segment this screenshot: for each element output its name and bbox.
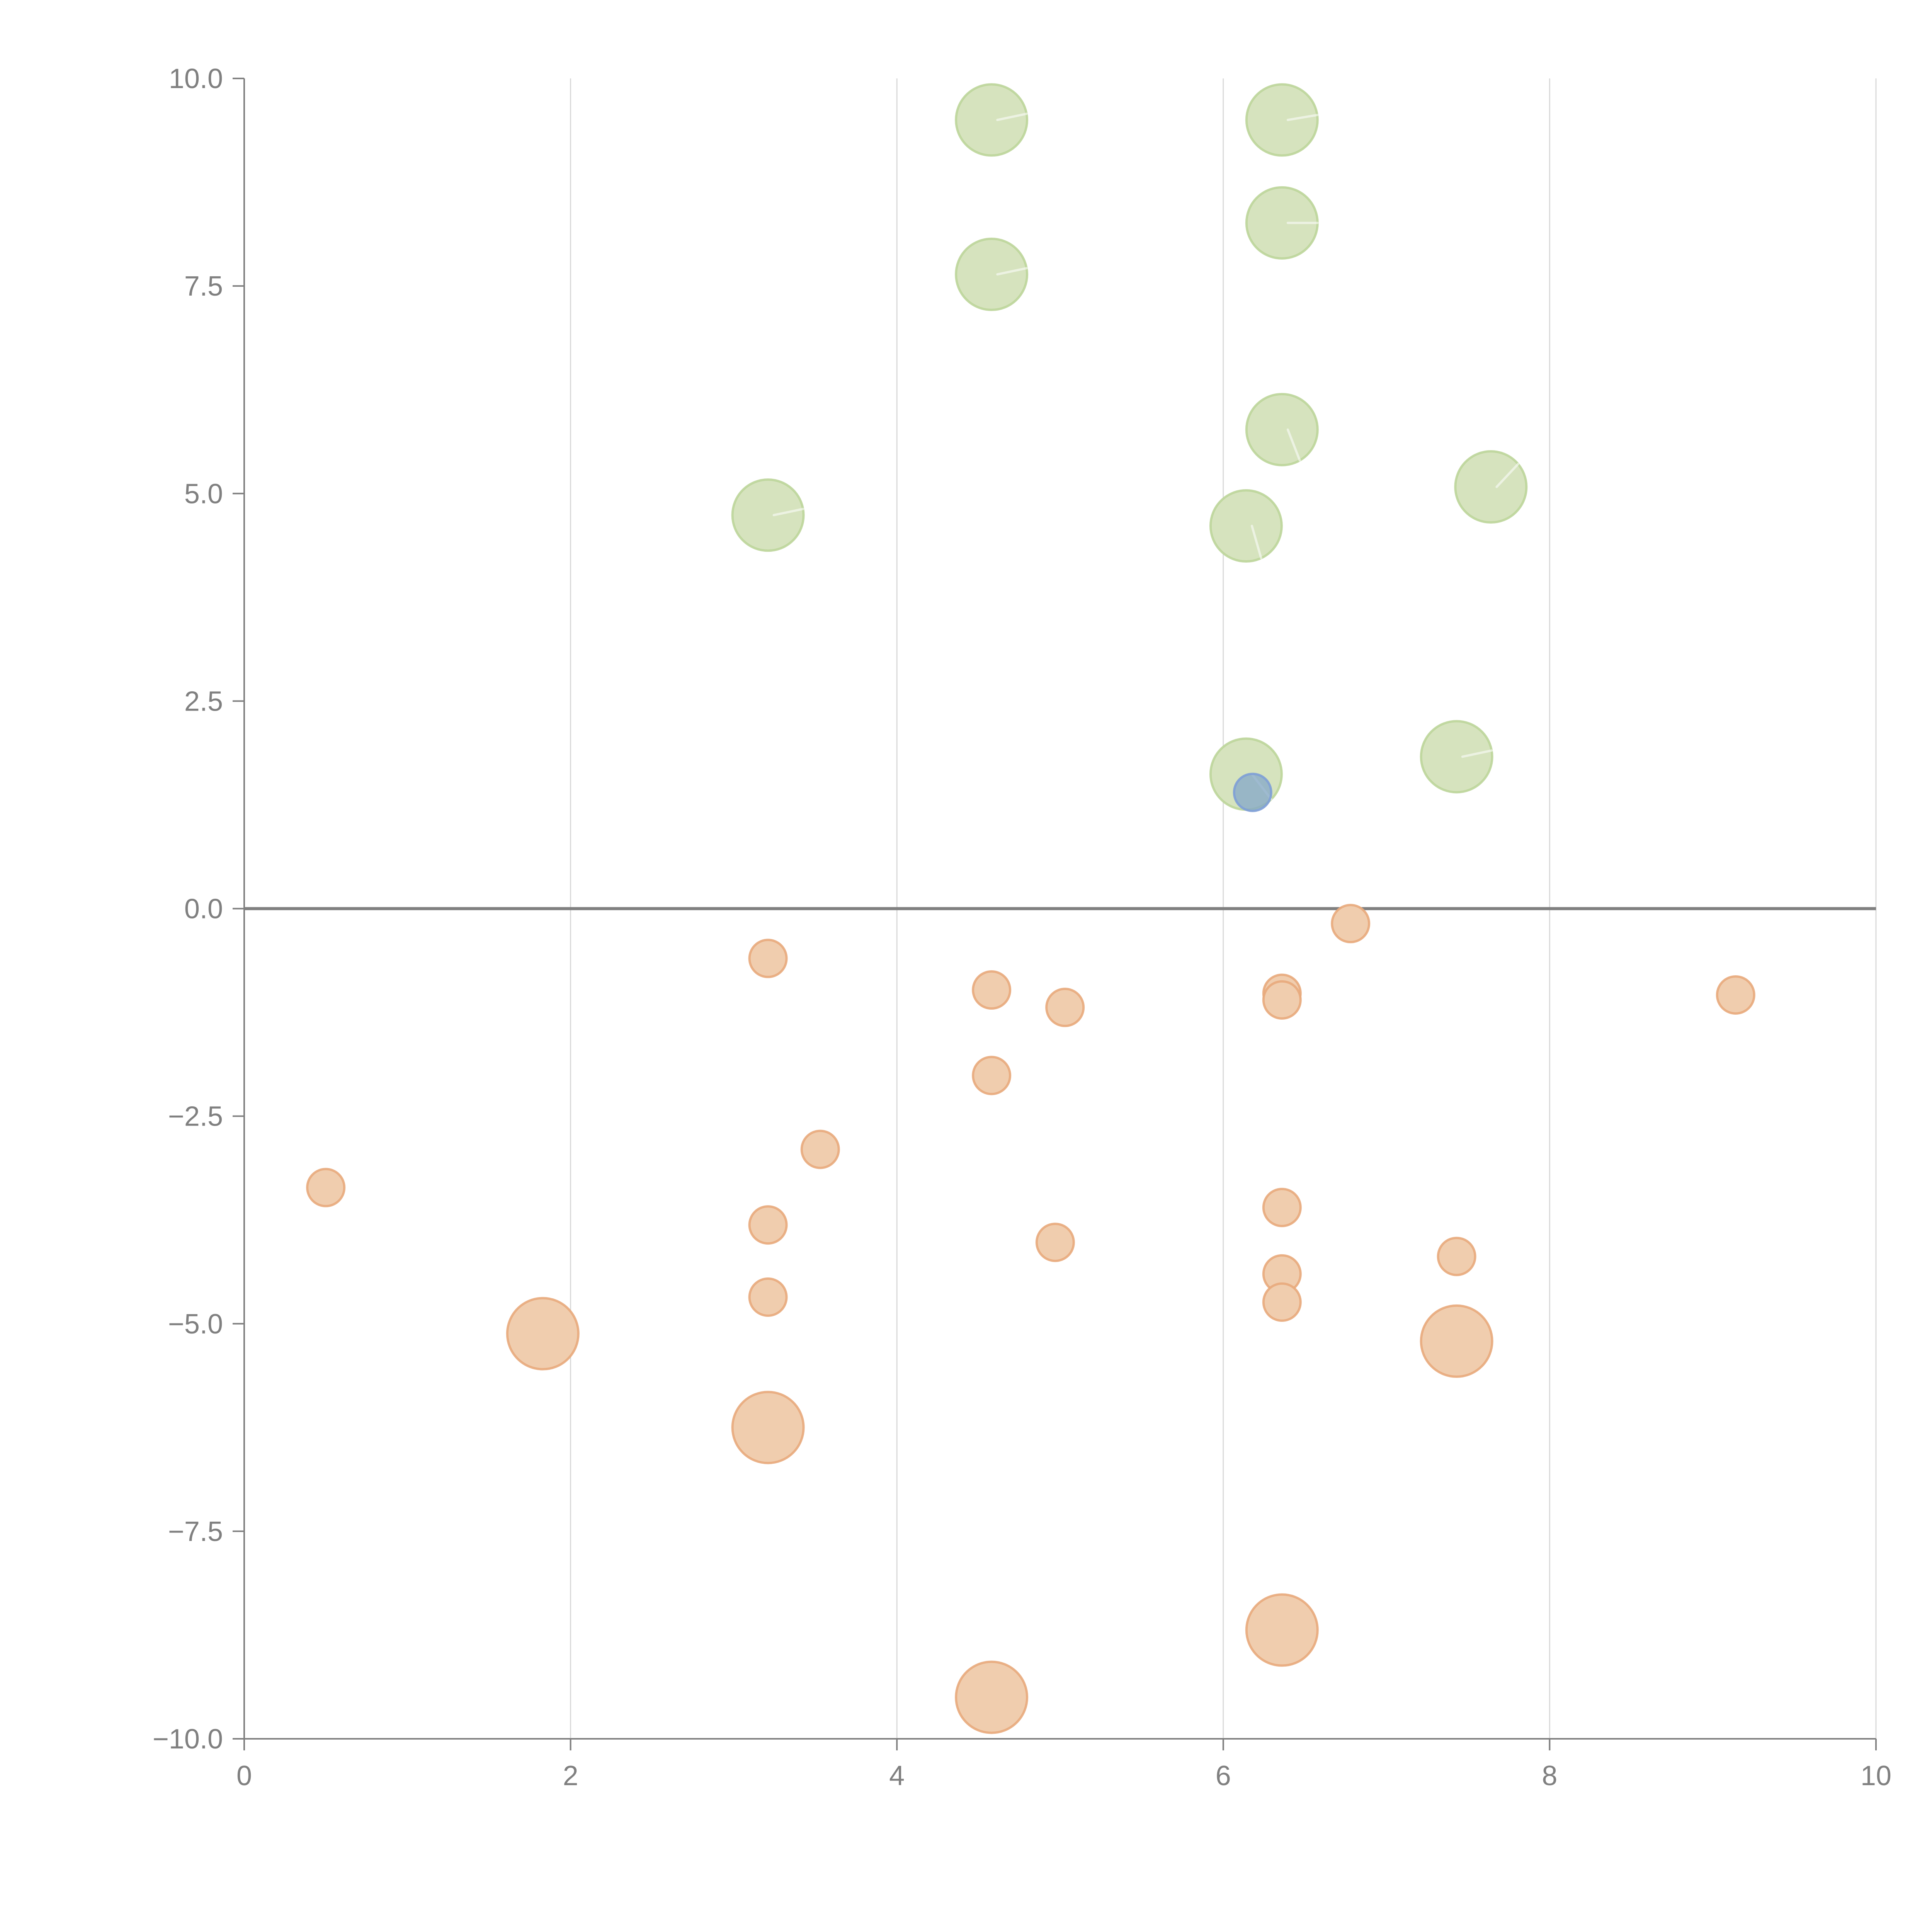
y-tick-label: −2.5 [168,1101,223,1132]
bubble-orange-5[interactable] [1262,980,1302,1020]
y-tick-label: 7.5 [184,271,223,302]
bubble-orange-18[interactable] [1420,1304,1493,1378]
bubble-green-3[interactable] [955,238,1029,311]
bubble-orange-16[interactable] [1262,1282,1302,1322]
bubble-orange-6[interactable] [1716,975,1755,1015]
bubble-orange-0[interactable] [1331,904,1371,944]
label-leader-line [1495,463,1519,488]
x-tick-label: 0 [236,1760,252,1791]
bubble-blue-0[interactable] [1233,772,1272,812]
bubble-orange-11[interactable] [1262,1187,1302,1227]
bubble-orange-12[interactable] [1035,1223,1075,1262]
bubble-green-9[interactable] [1420,720,1493,794]
x-tick-label: 4 [889,1760,905,1791]
series-green [731,83,1528,811]
label-leader-line [1286,114,1318,121]
bubble-green-6[interactable] [731,478,805,552]
bubble-orange-2[interactable] [972,970,1012,1010]
bubble-orange-19[interactable] [731,1391,805,1464]
series-orange [306,904,1755,1734]
y-tick-label: −10.0 [153,1724,223,1755]
bubble-green-7[interactable] [1209,489,1283,563]
bubble-orange-3[interactable] [1045,988,1085,1027]
bubble-orange-7[interactable] [972,1056,1012,1095]
x-tick-label: 2 [563,1760,578,1791]
bubble-orange-13[interactable] [1437,1236,1476,1276]
bubble-green-5[interactable] [1454,450,1528,524]
bubbles [306,83,1755,1734]
bubble-green-1[interactable] [1245,83,1319,157]
y-tick-label: 5.0 [184,478,223,509]
bubble-orange-15[interactable] [748,1277,788,1317]
bubble-green-0[interactable] [955,83,1029,157]
y-tick-label: 2.5 [184,686,223,717]
label-leader-line [1286,428,1301,462]
bubble-orange-1[interactable] [748,939,788,978]
bubble-orange-21[interactable] [955,1660,1029,1734]
label-leader-line [1461,749,1493,758]
bubble-green-4[interactable] [1245,393,1319,466]
label-leader-line [772,508,804,517]
label-leader-line [1250,525,1262,560]
series-blue [1233,772,1272,812]
bubble-orange-10[interactable] [748,1205,788,1245]
y-tick-label: −5.0 [168,1309,223,1340]
bubble-orange-20[interactable] [1245,1593,1319,1667]
x-tick-label: 8 [1542,1760,1557,1791]
x-tick-label: 6 [1216,1760,1231,1791]
y-axis: 10.0 7.5 5.0 2.5 0.0 −2.5 −5.0 −7.5 −10.0 [153,63,245,1755]
bubble-orange-8[interactable] [800,1129,840,1169]
y-tick-label: −7.5 [168,1516,223,1547]
bubble-orange-9[interactable] [306,1168,346,1208]
y-tick-label: 10.0 [169,63,223,94]
bubble-orange-17[interactable] [506,1297,580,1371]
x-axis: 0 2 4 6 8 10 [236,1738,1891,1791]
y-tick-label: 0.0 [184,894,223,925]
label-leader-line [996,267,1028,276]
axes: 0 2 4 6 8 10 10.0 7.5 5.0 2.5 0.0 −2.5 −5.0 −7.5 −10.… [153,63,1891,1791]
x-tick-label: 10 [1861,1760,1891,1791]
label-leader-line [996,112,1028,121]
